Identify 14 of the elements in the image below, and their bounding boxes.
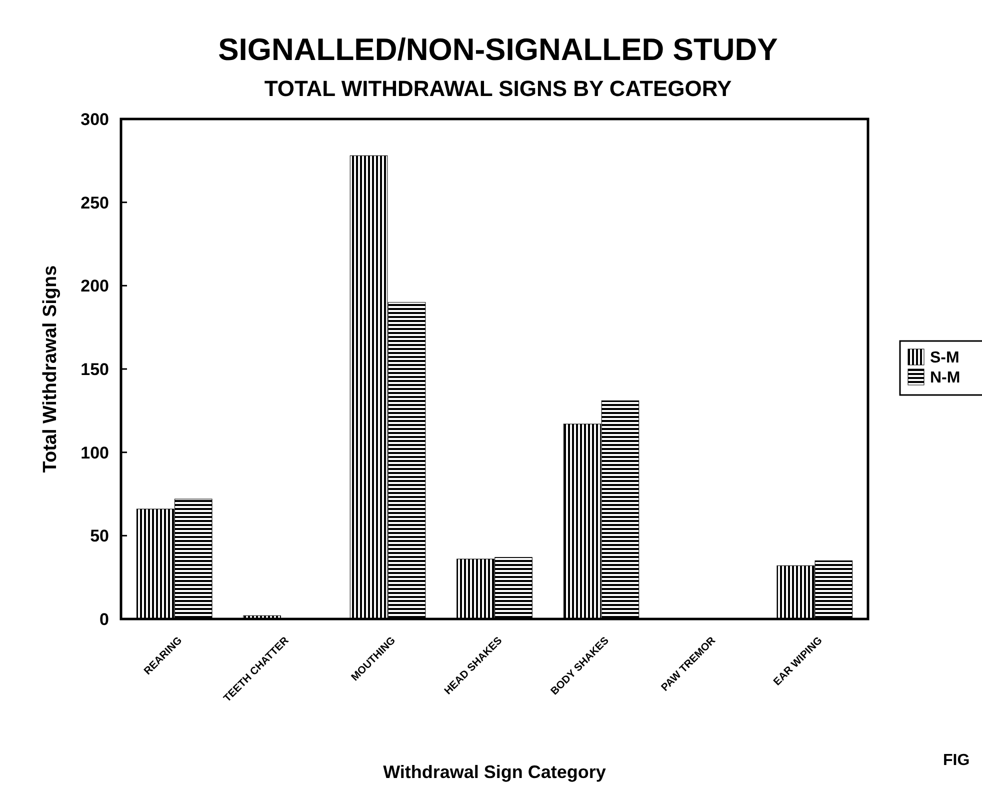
y-tick-label: 250 xyxy=(80,193,109,212)
x-axis-title: Withdrawal Sign Category xyxy=(383,762,606,782)
y-tick-label: 300 xyxy=(80,110,109,129)
legend-label: S-M xyxy=(930,350,960,367)
y-axis-title: Total Withdrawal Signs xyxy=(40,265,61,473)
text: FIG xyxy=(943,752,970,769)
y-tick-label: 200 xyxy=(80,276,109,296)
y-tick-label: 150 xyxy=(80,360,109,379)
y-tick-label: 0 xyxy=(100,610,109,629)
legend-label: N-M xyxy=(930,370,960,387)
y-tick-label: 50 xyxy=(90,526,109,546)
y-tick-label: 100 xyxy=(80,443,109,462)
chart-subtitle: TOTAL WITHDRAWAL SIGNS BY CATEGORY xyxy=(264,76,732,101)
chart-title: SIGNALLED/NON-SIGNALLED STUDY xyxy=(218,32,778,67)
